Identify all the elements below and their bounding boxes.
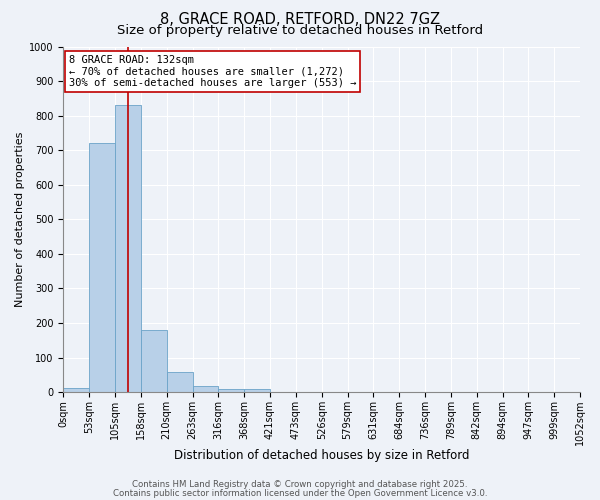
- Text: 8, GRACE ROAD, RETFORD, DN22 7GZ: 8, GRACE ROAD, RETFORD, DN22 7GZ: [160, 12, 440, 26]
- X-axis label: Distribution of detached houses by size in Retford: Distribution of detached houses by size …: [174, 450, 469, 462]
- Text: Contains HM Land Registry data © Crown copyright and database right 2025.: Contains HM Land Registry data © Crown c…: [132, 480, 468, 489]
- Y-axis label: Number of detached properties: Number of detached properties: [15, 132, 25, 307]
- Text: Size of property relative to detached houses in Retford: Size of property relative to detached ho…: [117, 24, 483, 37]
- Text: Contains public sector information licensed under the Open Government Licence v3: Contains public sector information licen…: [113, 488, 487, 498]
- Bar: [141, 330, 167, 392]
- Bar: [115, 106, 141, 392]
- Text: 8 GRACE ROAD: 132sqm
← 70% of detached houses are smaller (1,272)
30% of semi-de: 8 GRACE ROAD: 132sqm ← 70% of detached h…: [68, 55, 356, 88]
- Bar: [167, 372, 193, 392]
- Bar: [64, 388, 89, 392]
- Bar: [244, 388, 270, 392]
- Bar: [193, 386, 218, 392]
- Bar: [89, 144, 115, 392]
- Bar: [218, 390, 244, 392]
